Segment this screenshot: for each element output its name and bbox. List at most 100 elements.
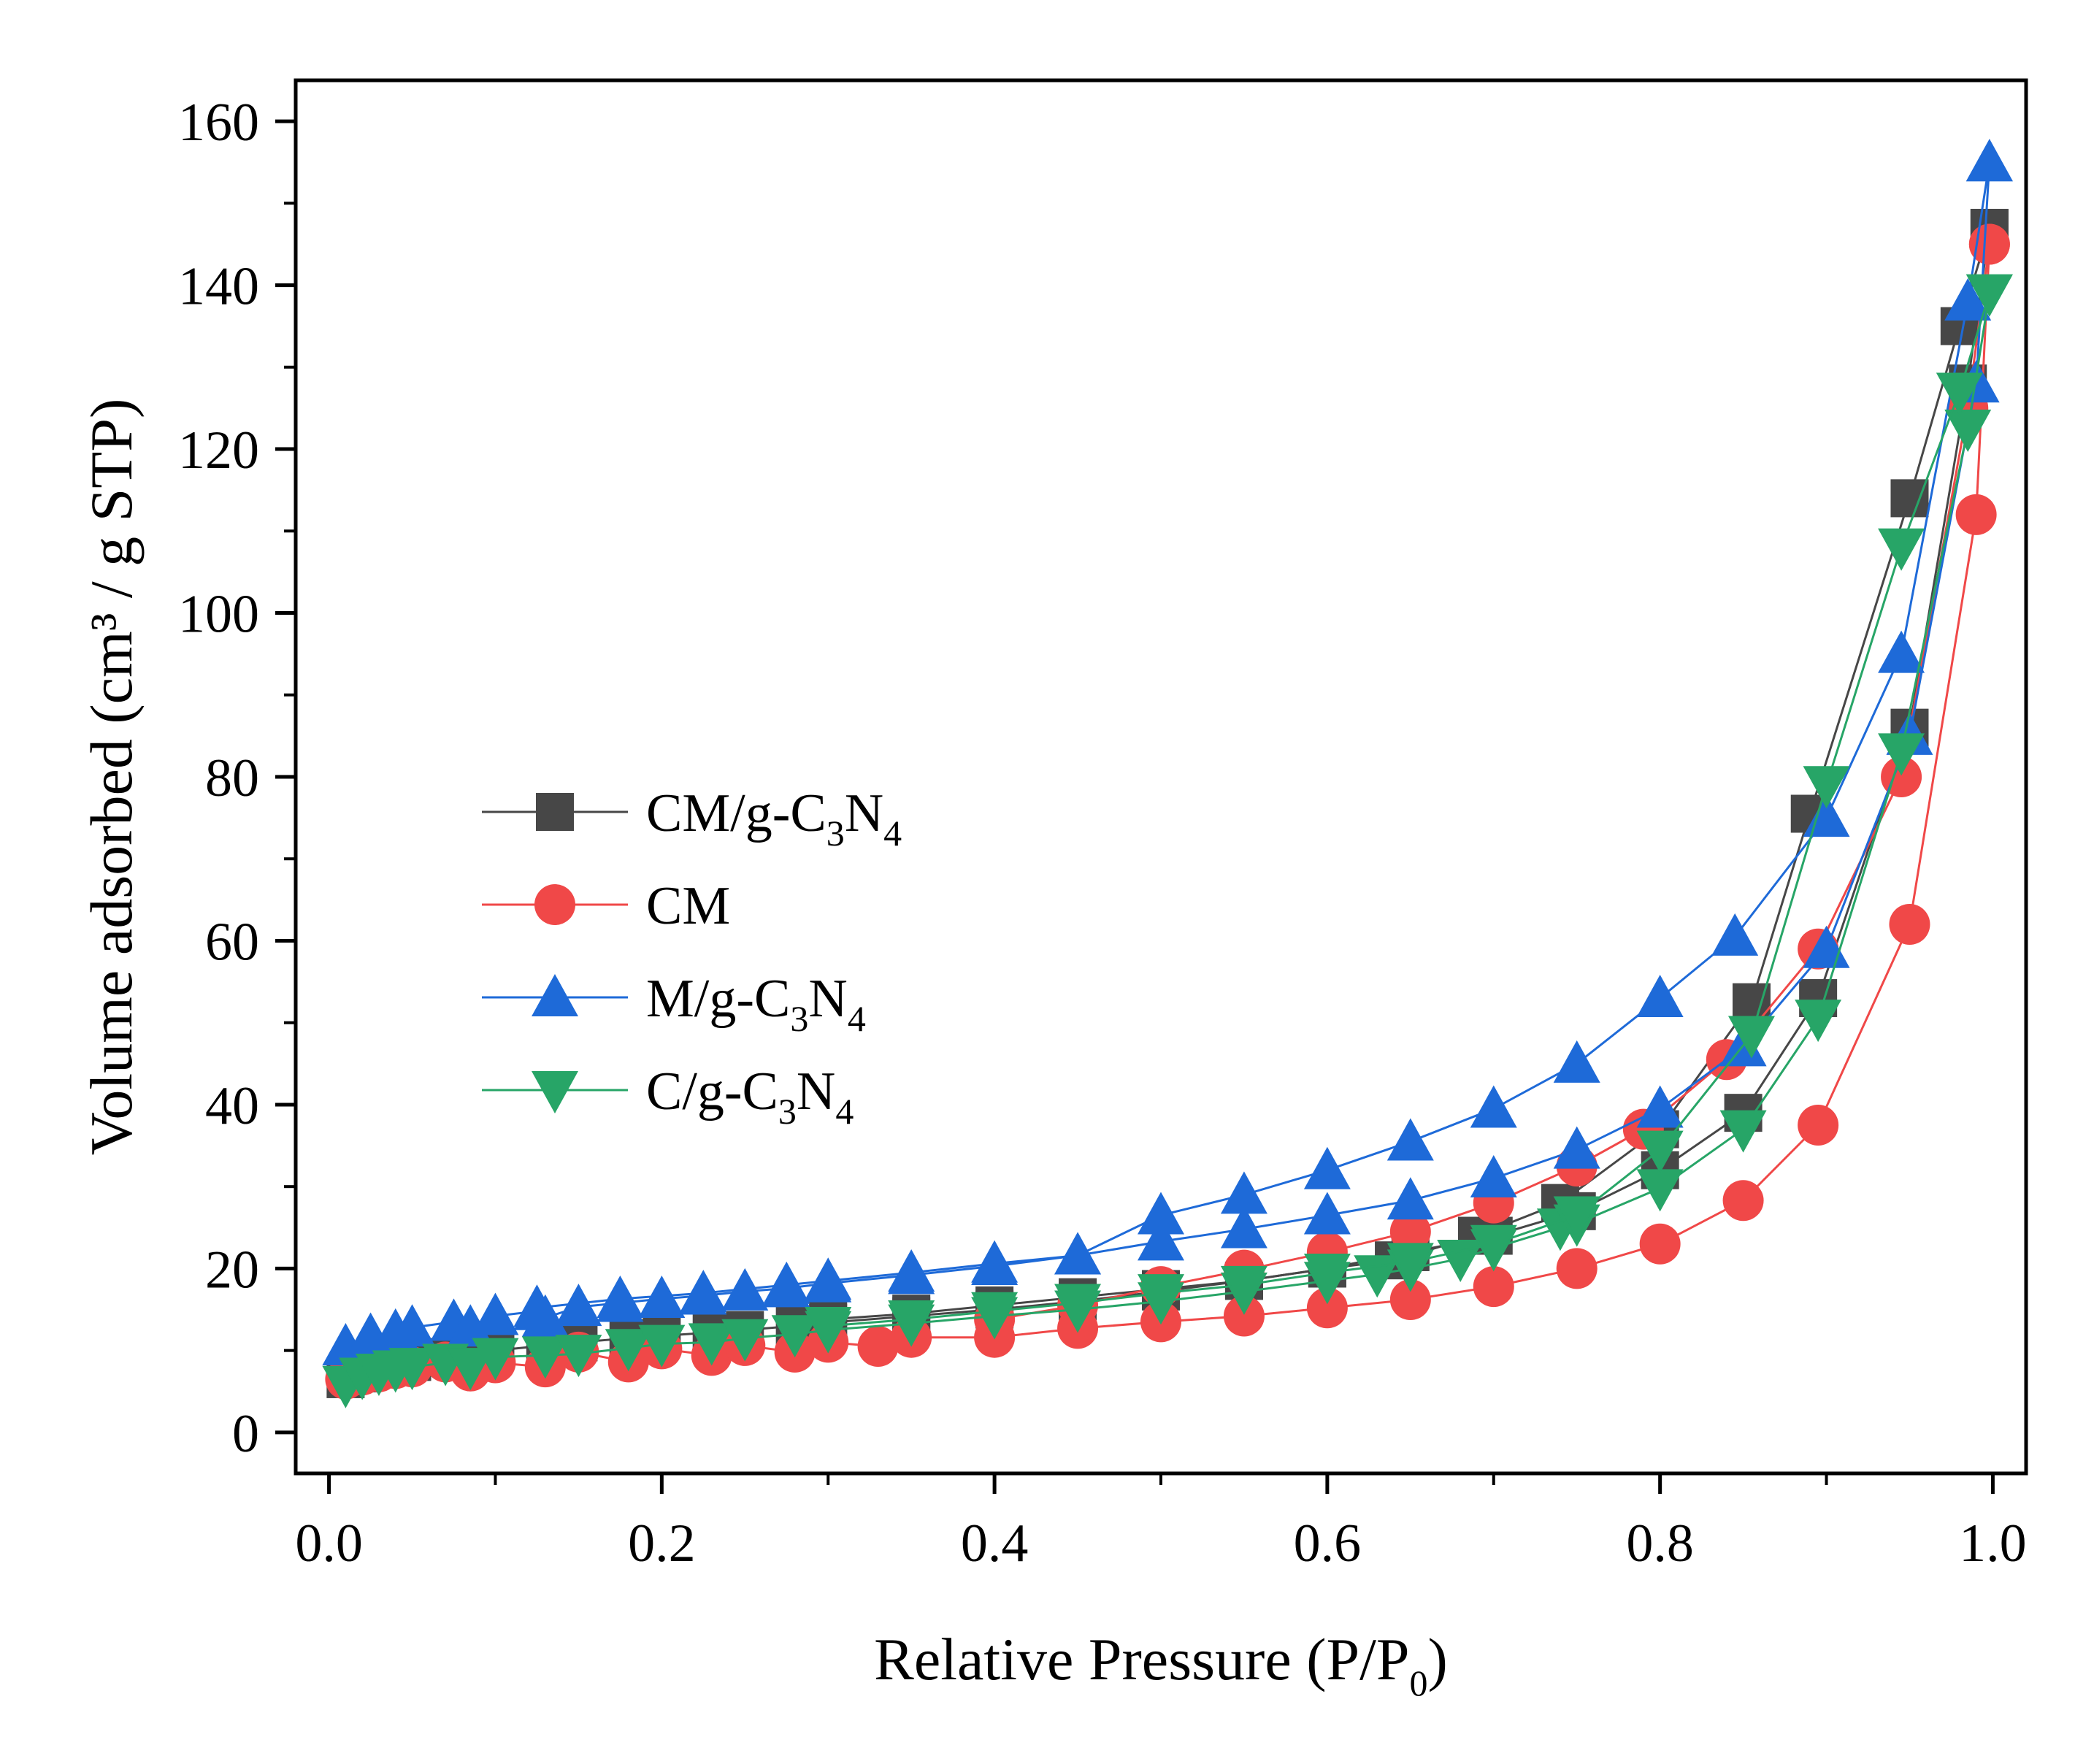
legend-item-m-g-c3n4: M/g-C3N4: [482, 969, 866, 1039]
y-axis-title: Volume adsorbed (cm³ / g STP): [78, 399, 145, 1156]
legend-item-cm-g-c3n4: CM/g-C3N4: [482, 783, 902, 854]
cm-desorption-point: [1389, 1211, 1431, 1252]
y-tick-label: 20: [205, 1240, 259, 1300]
series-c-g-c3n4: [322, 274, 2013, 1408]
cm-adsorption-point: [1639, 1223, 1681, 1265]
x-tick-label: 0.2: [628, 1514, 696, 1573]
m-g-c3n4-desorption-point: [1470, 1085, 1517, 1128]
c-g-c3n4-adsorption-point: [1437, 1239, 1484, 1282]
m-g-c3n4-adsorption-point: [388, 1304, 436, 1347]
m-g-c3n4-desorption-point: [888, 1249, 935, 1292]
m-g-c3n4-desorption-line: [537, 162, 1991, 1309]
y-tick-label: 60: [205, 912, 259, 972]
cm-g-c3n4-desorption-line: [828, 227, 1991, 1321]
legend-label-part: N: [797, 1062, 835, 1121]
y-tick-label: 40: [205, 1076, 259, 1136]
m-g-c3n4-adsorption-point: [1470, 1154, 1517, 1197]
y-tick-label: 160: [178, 93, 259, 153]
c-g-c3n4-adsorption-point: [388, 1348, 436, 1391]
x-tick-label: 0.6: [1294, 1514, 1362, 1573]
c-g-c3n4-desorption-point: [1386, 1243, 1434, 1286]
cm-adsorption-point: [1223, 1295, 1265, 1337]
legend-label: C/g-C3N4: [646, 1062, 854, 1132]
legend-item-cm: CM: [482, 876, 730, 936]
axes-group: 0.0 0.2 0.4 0.6 0.8 1.0020406080100120140160R…: [78, 78, 2028, 1703]
c-g-c3n4-desorption-point: [1636, 1130, 1684, 1173]
series-m-g-c3n4: [322, 139, 2013, 1366]
c-g-c3n4-desorption-point: [1303, 1254, 1351, 1297]
c-g-c3n4-adsorption-point: [688, 1323, 735, 1366]
y-tick-label: 140: [178, 257, 259, 317]
m-g-c3n4-adsorption-point: [1636, 1085, 1684, 1128]
c-g-c3n4-adsorption-point: [605, 1329, 652, 1372]
c-g-c3n4-desorption-point: [1220, 1265, 1267, 1308]
y-tick-label: 120: [178, 421, 259, 480]
c-g-c3n4-desorption-point: [1054, 1284, 1102, 1327]
c-g-c3n4-desorption-point: [971, 1292, 1019, 1335]
x-axis-title-subscript: 0: [1410, 1663, 1428, 1703]
cm-adsorption-point: [1473, 1266, 1514, 1308]
legend-label: CM: [646, 876, 730, 936]
legend-label: CM/g-C3N4: [646, 783, 902, 854]
m-g-c3n4-adsorption-point: [1220, 1205, 1267, 1249]
c-g-c3n4-desorption-point: [1803, 766, 1850, 809]
m-g-c3n4-desorption-point: [513, 1284, 561, 1327]
cm-adsorption-point: [1306, 1287, 1348, 1329]
cm-adsorption-point: [1556, 1248, 1598, 1289]
m-g-c3n4-desorption-point: [1878, 630, 1925, 673]
c-g-c3n4-desorption-point: [1553, 1196, 1600, 1239]
cm-adsorption-point: [857, 1326, 899, 1368]
x-tick-label: 0.4: [961, 1514, 1029, 1573]
y-tick-label: 0: [232, 1404, 259, 1464]
x-axis-title: Relative Pressure (P/P0): [874, 1626, 1448, 1703]
y-tick-label: 100: [178, 585, 259, 645]
m-g-c3n4-adsorption-point: [447, 1304, 494, 1347]
legend-label-part: M/g-C: [646, 969, 790, 1029]
legend-marker: [536, 793, 574, 831]
c-g-c3n4-adsorption-point: [521, 1336, 569, 1379]
m-g-c3n4-desorption-point: [597, 1275, 644, 1318]
c-g-c3n4-adsorption-point: [1719, 1110, 1767, 1153]
legend-label-part: N: [808, 969, 847, 1029]
m-g-c3n4-desorption-point: [1054, 1232, 1102, 1275]
legend-label-part: CM: [646, 876, 730, 936]
m-g-c3n4-adsorption-point: [1386, 1177, 1434, 1220]
c-g-c3n4-desorption-point: [1470, 1224, 1517, 1268]
m-g-c3n4-desorption-point: [1944, 278, 1992, 321]
m-g-c3n4-desorption-point: [1220, 1171, 1267, 1214]
c-g-c3n4-desorption-point: [1936, 372, 1983, 415]
series-group: [322, 139, 2013, 1408]
c-g-c3n4-desorption-point: [1727, 1016, 1775, 1059]
cm-adsorption-point: [1955, 494, 1997, 535]
c-g-c3n4-adsorption-point: [555, 1335, 602, 1378]
m-g-c3n4-adsorption-point: [1553, 1126, 1600, 1169]
m-g-c3n4-desorption-point: [1965, 139, 2013, 182]
legend-label-part: CM/g-C: [646, 783, 826, 843]
c-g-c3n4-adsorption-point: [1354, 1255, 1401, 1298]
c-g-c3n4-desorption-point: [1878, 528, 1925, 571]
c-g-c3n4-adsorption-point: [472, 1338, 519, 1381]
c-g-c3n4-desorption-point: [1965, 274, 2013, 317]
m-g-c3n4-desorption-point: [680, 1270, 727, 1313]
legend-label-part: N: [845, 783, 883, 843]
legend-label: M/g-C3N4: [646, 969, 866, 1039]
x-tick-label: 1.0: [1959, 1514, 2027, 1573]
m-g-c3n4-adsorption-point: [1138, 1218, 1184, 1261]
cm-adsorption-point: [1722, 1180, 1764, 1222]
m-g-c3n4-adsorption-point: [555, 1284, 602, 1327]
legend-label-part: 4: [835, 1091, 854, 1132]
m-g-c3n4-desorption-point: [1303, 1146, 1351, 1189]
legend-label-part: 3: [790, 998, 808, 1039]
cm-adsorption-point: [1798, 1105, 1839, 1146]
legend-marker: [534, 884, 575, 925]
m-g-c3n4-desorption-point: [1636, 975, 1684, 1018]
c-g-c3n4-adsorption-point: [1878, 733, 1925, 776]
plot-frame: [294, 78, 2028, 1476]
c-g-c3n4-adsorption-point: [721, 1319, 769, 1362]
legend-label-part: 4: [883, 813, 902, 854]
cm-adsorption-point: [1389, 1279, 1431, 1321]
c-g-c3n4-adsorption-point: [1795, 1000, 1842, 1043]
